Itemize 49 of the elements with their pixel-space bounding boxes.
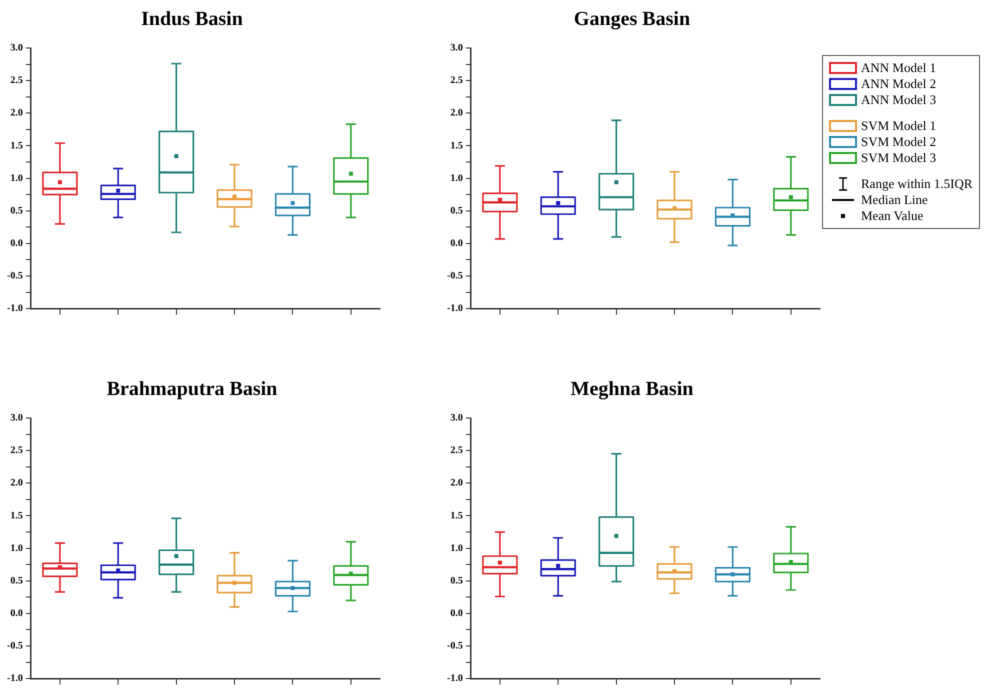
- y-tick-label: 0.0: [450, 608, 463, 620]
- y-tick-label: -1.0: [6, 303, 23, 314]
- y-tick-label: 3.0: [10, 42, 23, 54]
- y-tick-label: 1.0: [10, 172, 23, 184]
- y-tick-label: 3.0: [450, 412, 463, 424]
- legend-label: ANN Model 1: [861, 60, 936, 76]
- y-tick-label: -1.0: [446, 303, 463, 314]
- chart-title: Brahmaputra Basin: [106, 378, 278, 400]
- y-tick-label: 0.5: [10, 205, 23, 216]
- y-tick-label: -0.5: [6, 640, 23, 652]
- text: Mean Value: [861, 208, 924, 224]
- text: Median Line: [861, 192, 928, 208]
- legend-label: SVM Model 2: [861, 134, 936, 150]
- chart-title: Indus Basin: [141, 8, 243, 30]
- legend-label: SVM Model 1: [861, 118, 936, 134]
- y-tick-label: 0.5: [450, 575, 463, 586]
- y-tick-label: 1.0: [450, 542, 463, 554]
- legend-label: SVM Model 3: [861, 150, 936, 166]
- y-tick-label: 1.5: [10, 140, 23, 152]
- y-tick-label: -0.5: [446, 270, 463, 282]
- y-tick-label: 2.5: [10, 445, 23, 456]
- y-tick-label: 2.0: [10, 108, 23, 119]
- y-tick-label: -0.5: [446, 640, 463, 652]
- y-tick-label: 2.0: [10, 478, 23, 489]
- y-tick-label: 3.0: [10, 412, 23, 424]
- y-tick-label: 2.0: [450, 478, 463, 489]
- legend-label: ANN Model 2: [861, 76, 936, 92]
- y-tick-label: -1.0: [446, 673, 463, 684]
- y-tick-label: 0.5: [450, 205, 463, 216]
- y-tick-label: -0.5: [6, 270, 23, 282]
- y-tick-label: 1.5: [450, 510, 463, 522]
- chart-title: Ganges Basin: [574, 8, 690, 30]
- y-tick-label: 2.5: [450, 75, 463, 86]
- y-tick-label: 1.5: [450, 140, 463, 152]
- y-tick-label: 3.0: [450, 42, 463, 54]
- chart-title: Meghna Basin: [570, 378, 694, 400]
- y-tick-label: 2.0: [450, 108, 463, 119]
- y-tick-label: 1.0: [450, 172, 463, 184]
- y-tick-label: 2.5: [450, 445, 463, 456]
- y-tick-label: 2.5: [10, 75, 23, 86]
- y-tick-label: 0.0: [450, 238, 463, 250]
- y-tick-label: 1.0: [10, 542, 23, 554]
- legend-label: ANN Model 3: [861, 92, 936, 108]
- text: Range within 1.5IQR: [861, 176, 973, 192]
- y-tick-label: 1.5: [10, 510, 23, 522]
- y-tick-label: 0.5: [10, 575, 23, 586]
- y-tick-label: -1.0: [6, 673, 23, 684]
- y-tick-label: 0.0: [10, 238, 23, 250]
- y-tick-label: 0.0: [10, 608, 23, 620]
